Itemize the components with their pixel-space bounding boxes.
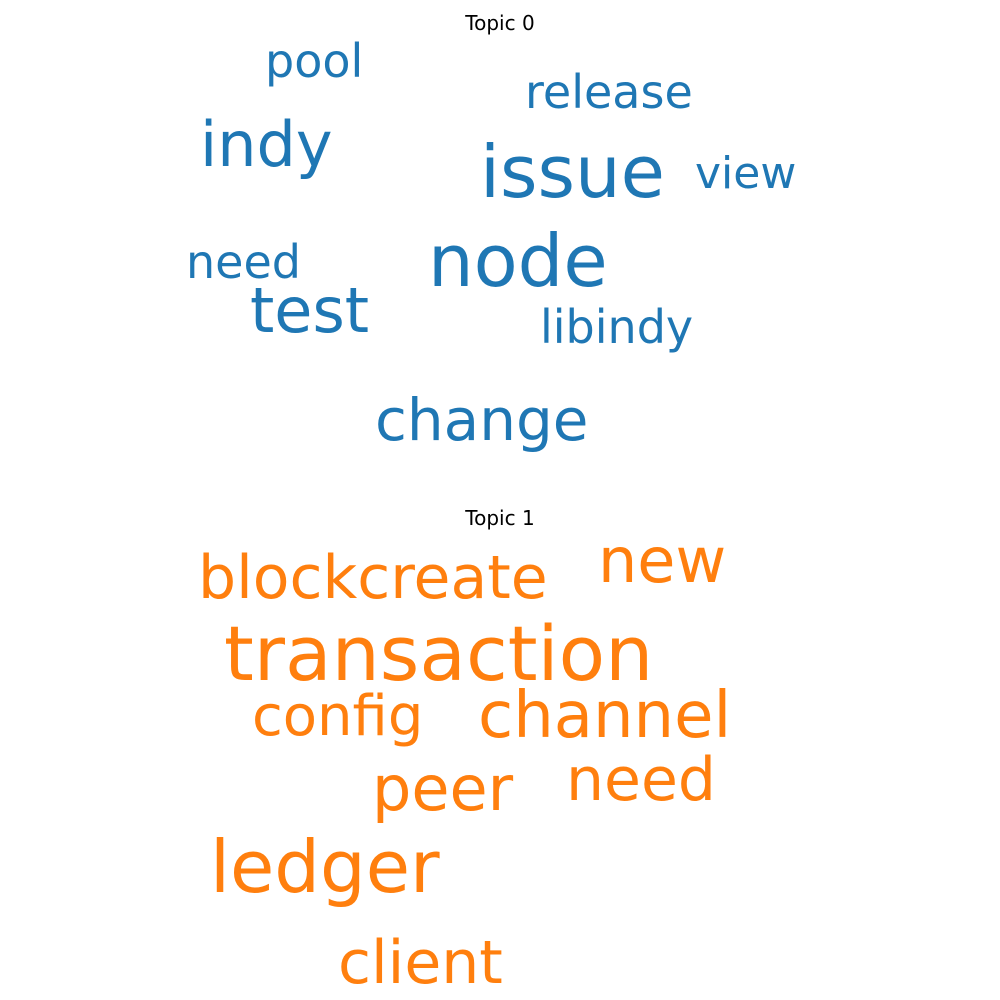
topic-1-panel: Topic 1 blockcreate new transaction conf… [0, 500, 1000, 1000]
topic-0-title: Topic 0 [465, 11, 535, 35]
word-channel: channel [478, 679, 731, 753]
word-new: new [598, 524, 726, 597]
word-ledger: ledger [210, 825, 440, 909]
word-test: test [250, 274, 369, 347]
topic-1-wordcloud: blockcreate new transaction config chann… [198, 524, 731, 998]
word-release: release [525, 65, 693, 119]
topic-0-wordcloud: indy issue node test pool release view n… [186, 34, 796, 454]
word-need-topic-0: need [186, 235, 301, 289]
word-pool: pool [265, 34, 363, 88]
word-issue: issue [480, 130, 665, 214]
word-libindy: libindy [540, 300, 693, 354]
word-blockcreate: blockcreate [198, 543, 548, 613]
word-client: client [338, 928, 503, 998]
topic-0-panel: Topic 0 indy issue node test pool releas… [186, 11, 796, 454]
word-transaction: transaction [224, 609, 653, 698]
word-peer: peer [372, 752, 514, 825]
word-config: config [252, 684, 423, 749]
word-view: view [695, 148, 796, 199]
word-need-topic-1: need [566, 745, 716, 815]
word-node: node [428, 219, 608, 303]
topic-1-title: Topic 1 [465, 506, 535, 530]
word-change: change [375, 386, 588, 454]
word-indy: indy [200, 108, 333, 181]
